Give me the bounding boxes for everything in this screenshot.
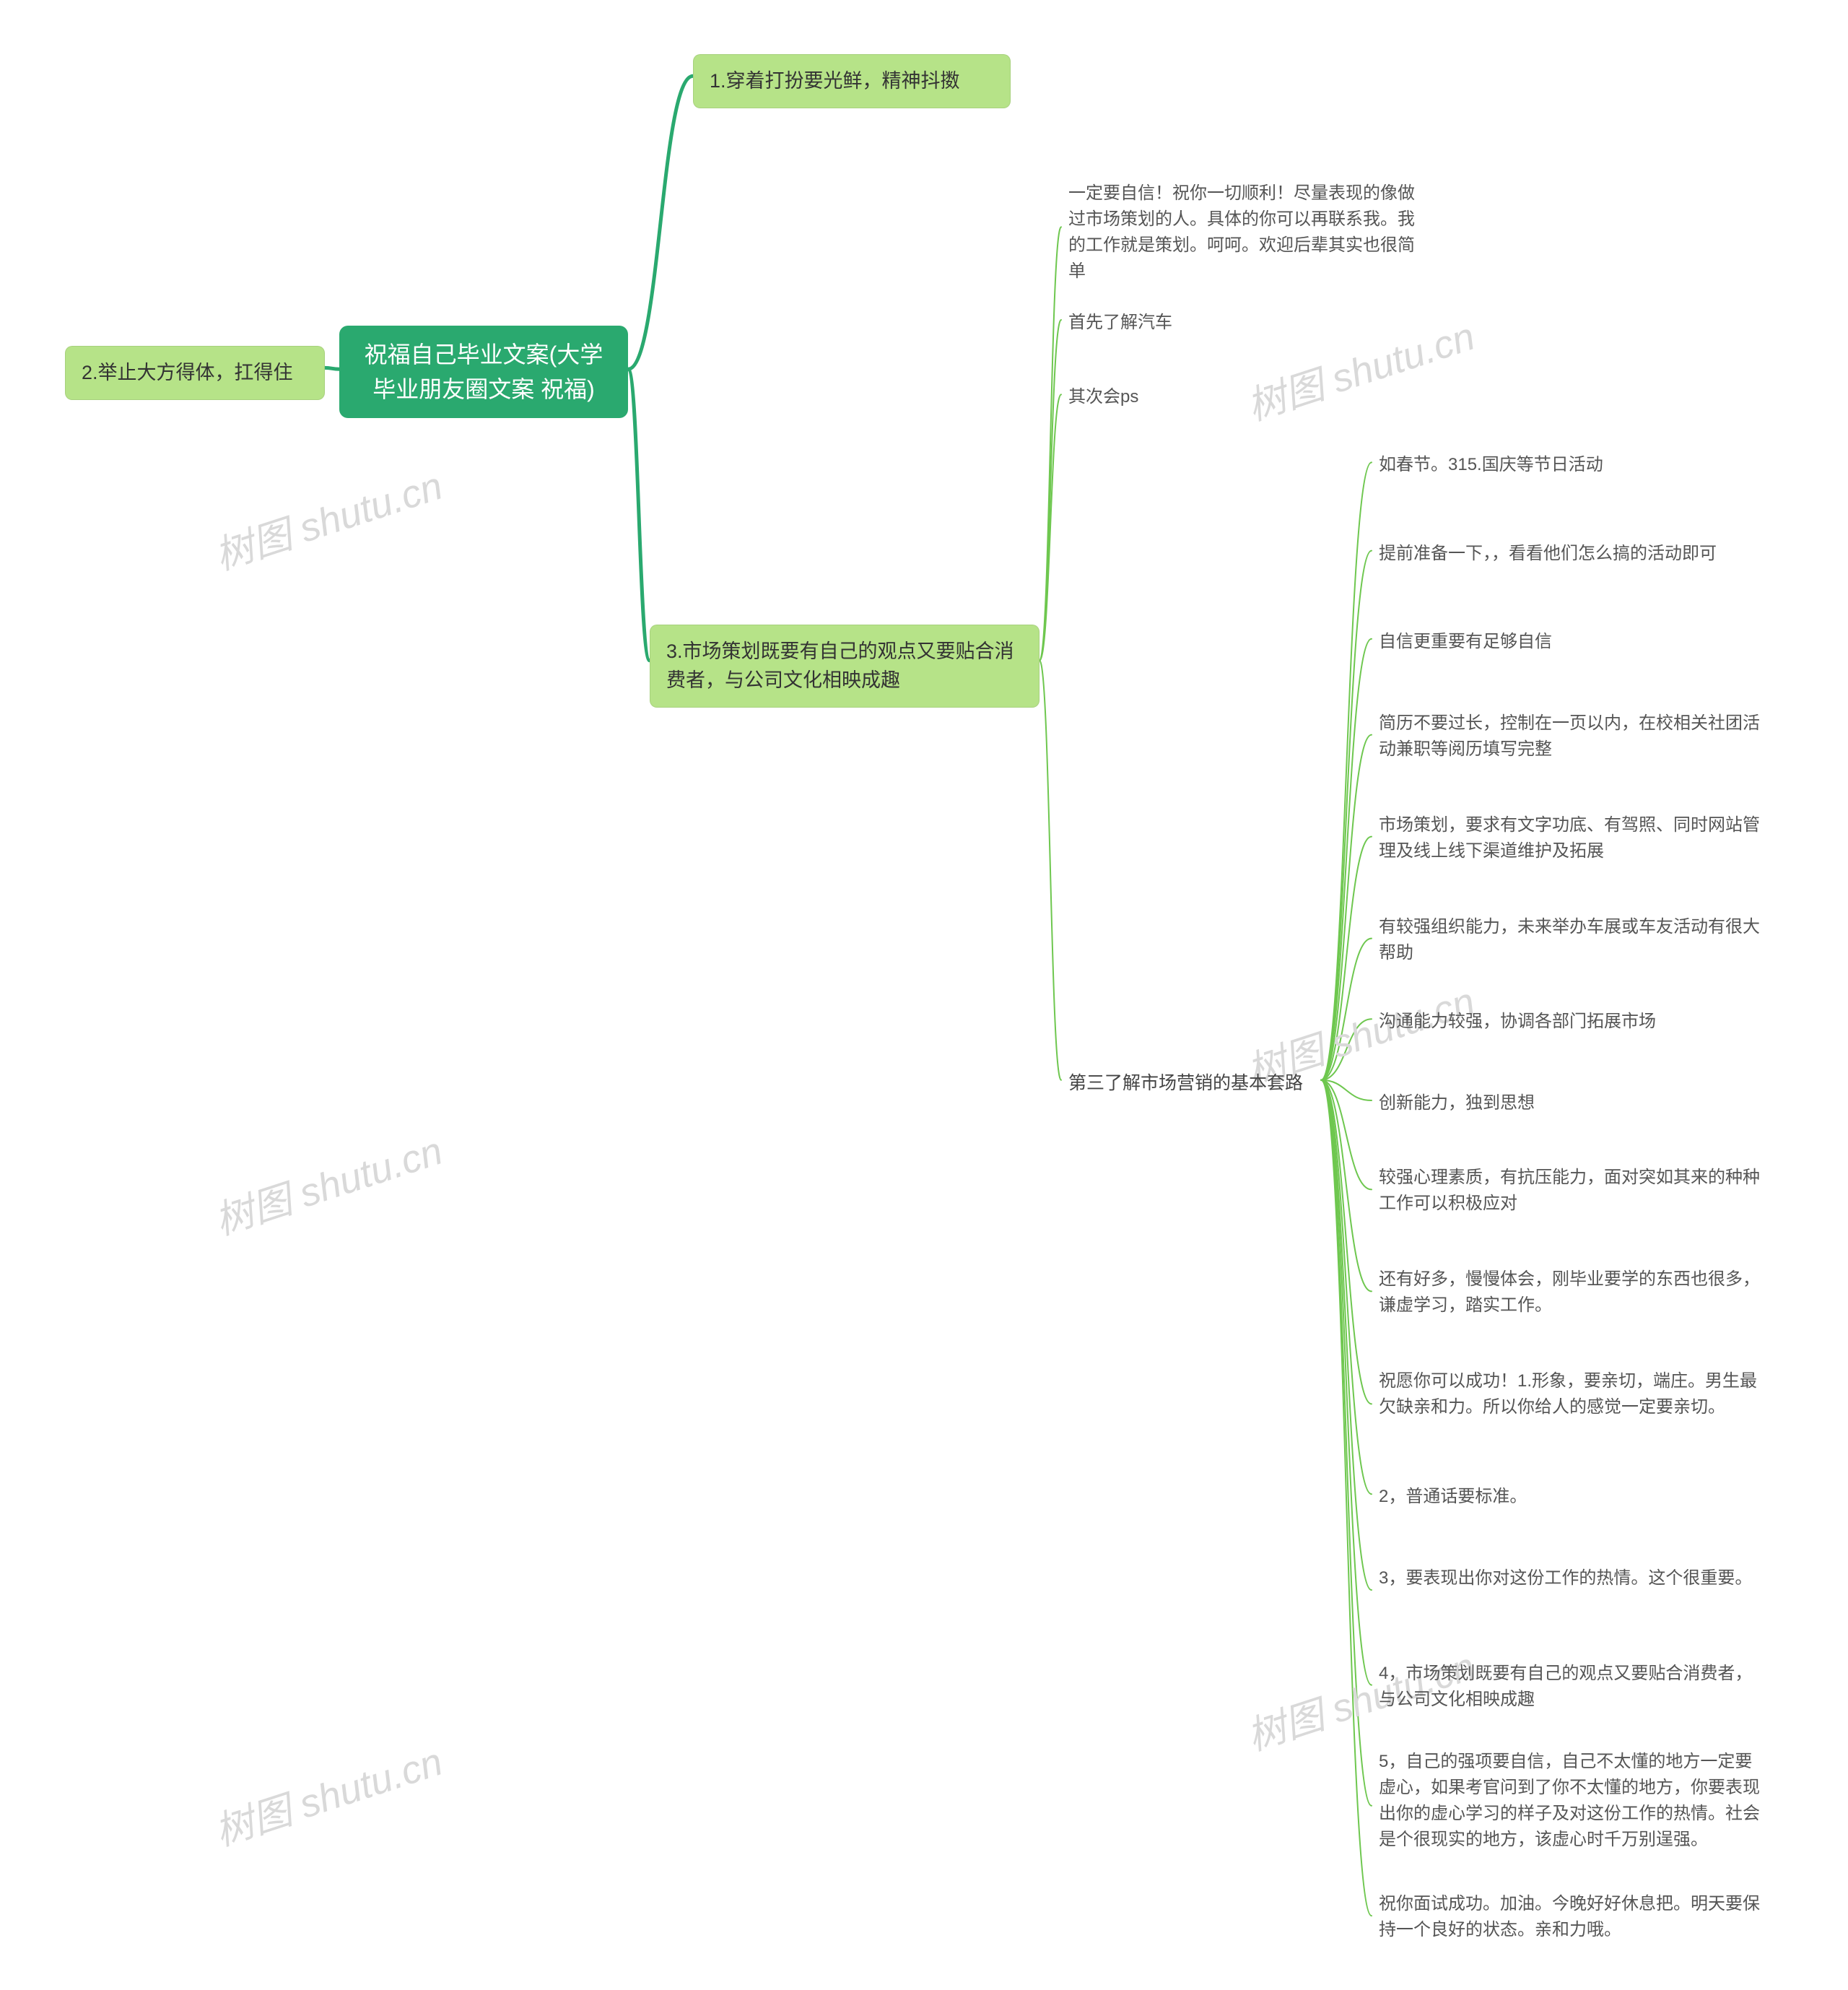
node-m2[interactable]: 首先了解汽车 [1061,305,1278,340]
node-d2[interactable]: 提前准备一下，，看看他们怎么搞的活动即可 [1372,536,1761,571]
watermark: 树图 shutu.cn [206,1729,449,1856]
node-b_left[interactable]: 2.举止大方得体，扛得住 [65,346,325,400]
node-b_top[interactable]: 1.穿着打扮要光鲜，精神抖擞 [693,54,1011,108]
node-m3[interactable]: 其次会ps [1061,380,1278,414]
node-d4[interactable]: 简历不要过长，控制在一页以内，在校相关社团活动兼职等阅历填写完整 [1372,706,1776,767]
node-d5[interactable]: 市场策划，要求有文字功底、有驾照、同时网站管理及线上线下渠道维护及拓展 [1372,808,1776,869]
mindmap-canvas: 树图 shutu.cn树图 shutu.cn树图 shutu.cn树图 shut… [0,0,1848,1990]
node-b_mid[interactable]: 3.市场策划既要有自己的观点又要贴合消费者，与公司文化相映成趣 [650,625,1040,708]
node-d13[interactable]: 3，要表现出你对这份工作的热情。这个很重要。 [1372,1561,1776,1619]
node-d8[interactable]: 创新能力，独到思想 [1372,1086,1660,1121]
node-m1[interactable]: 一定要自信！祝你一切顺利！尽量表现的像做过市场策划的人。具体的你可以再联系我。我… [1061,176,1437,289]
node-d7[interactable]: 沟通能力较强，协调各部门拓展市场 [1372,1004,1732,1039]
node-d3[interactable]: 自信更重要有足够自信 [1372,625,1660,659]
node-d6[interactable]: 有较强组织能力，未来举办车展或车友活动有很大帮助 [1372,910,1776,970]
node-d11[interactable]: 祝愿你可以成功！1.形象，要亲切，端庄。男生最欠缺亲和力。所以你给人的感觉一定要… [1372,1364,1776,1443]
node-d9[interactable]: 较强心理素质，有抗压能力，面对突如其来的种种工作可以积极应对 [1372,1160,1776,1221]
node-d1[interactable]: 如春节。315.国庆等节日活动 [1372,448,1732,482]
node-d16[interactable]: 祝你面试成功。加油。今晚好好休息把。明天要保持一个良好的状态。亲和力哦。 [1372,1887,1776,1947]
node-d15[interactable]: 5，自己的强项要自信，自己不太懂的地方一定要虚心，如果考官问到了你不太懂的地方，… [1372,1744,1776,1867]
watermark: 树图 shutu.cn [206,453,449,581]
node-d12[interactable]: 2，普通话要标准。 [1372,1480,1660,1514]
watermark: 树图 shutu.cn [206,1118,449,1246]
node-root[interactable]: 祝福自己毕业文案(大学毕业朋友圈文案 祝福) [339,326,628,418]
node-m4[interactable]: 第三了解市场营销的基本套路 [1061,1066,1321,1102]
node-d10[interactable]: 还有好多，慢慢体会，刚毕业要学的东西也很多，谦虚学习，踏实工作。 [1372,1262,1776,1323]
node-d14[interactable]: 4，市场策划既要有自己的观点又要贴合消费者，与公司文化相映成趣 [1372,1656,1776,1717]
